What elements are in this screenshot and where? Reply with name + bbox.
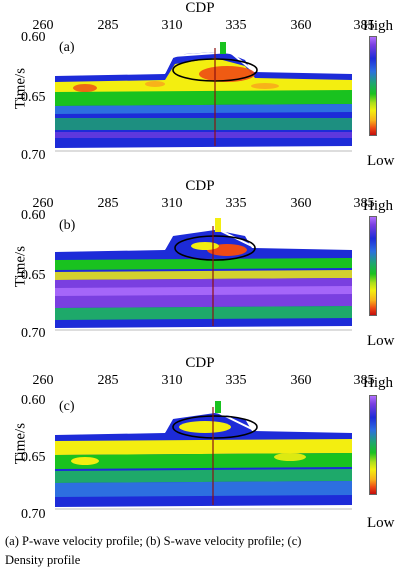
y-tick-label: 0.60 — [21, 208, 46, 223]
x-tick-label: 385 — [353, 18, 375, 33]
y-tick-label: 0.60 — [21, 30, 46, 45]
x-tick-label: 385 — [353, 196, 375, 211]
cdp-axis-title: CDP — [185, 0, 215, 16]
time-axis-title: Time/s — [12, 67, 29, 110]
seismic-profile-image — [55, 216, 352, 334]
x-tick-label: 360 — [290, 196, 312, 211]
profile-panel-a: CDP 260 285 310 335 360 385 Time/s 0.60 … — [0, 0, 400, 185]
colorbar-gradient — [369, 216, 377, 316]
x-tick-label: 260 — [32, 18, 54, 33]
time-axis-title: Time/s — [12, 245, 29, 288]
x-tick-label: 310 — [161, 18, 183, 33]
colorbar-high-label: High — [363, 18, 393, 34]
x-tick-label: 260 — [32, 373, 54, 388]
colorbar-gradient — [369, 36, 377, 136]
profile-panel-c: CDP 260 285 310 335 360 385 Time/s 0.60 … — [0, 355, 400, 540]
profile-panel-b: CDP 260 285 310 335 360 385 Time/s 0.60 … — [0, 178, 400, 363]
colorbar-gradient — [369, 395, 377, 495]
x-tick-label: 360 — [290, 373, 312, 388]
panel-label: (a) — [59, 40, 75, 55]
x-tick-label: 310 — [161, 196, 183, 211]
panel-label: (b) — [59, 218, 76, 233]
seismic-profile-image — [55, 397, 352, 515]
y-tick-label: 0.70 — [21, 326, 46, 341]
y-tick-label: 0.65 — [21, 90, 46, 105]
x-tick-label: 335 — [225, 196, 247, 211]
y-tick-label: 0.70 — [21, 507, 46, 522]
colorbar-low-label: Low — [367, 333, 395, 349]
x-tick-label: 310 — [161, 373, 183, 388]
seismic-profile-image — [55, 38, 352, 156]
x-tick-label: 335 — [225, 18, 247, 33]
cdp-axis-title: CDP — [185, 355, 215, 371]
y-tick-label: 0.60 — [21, 393, 46, 408]
x-tick-label: 285 — [97, 373, 119, 388]
figure-caption: (a) P-wave velocity profile; (b) S-wave … — [5, 532, 397, 570]
x-tick-label: 385 — [353, 373, 375, 388]
x-tick-label: 260 — [32, 196, 54, 211]
colorbar-high-label: High — [363, 375, 393, 391]
colorbar-low-label: Low — [367, 515, 395, 531]
x-tick-label: 360 — [290, 18, 312, 33]
colorbar-low-label: Low — [367, 153, 395, 169]
y-tick-label: 0.65 — [21, 268, 46, 283]
colorbar-high-label: High — [363, 198, 393, 214]
y-tick-label: 0.65 — [21, 450, 46, 465]
x-tick-label: 285 — [97, 18, 119, 33]
caption-line: Density profile — [5, 553, 81, 567]
x-tick-label: 335 — [225, 373, 247, 388]
caption-line: (a) P-wave velocity profile; (b) S-wave … — [5, 534, 302, 548]
x-tick-label: 285 — [97, 196, 119, 211]
cdp-axis-title: CDP — [185, 178, 215, 194]
panel-label: (c) — [59, 399, 75, 414]
y-tick-label: 0.70 — [21, 148, 46, 163]
